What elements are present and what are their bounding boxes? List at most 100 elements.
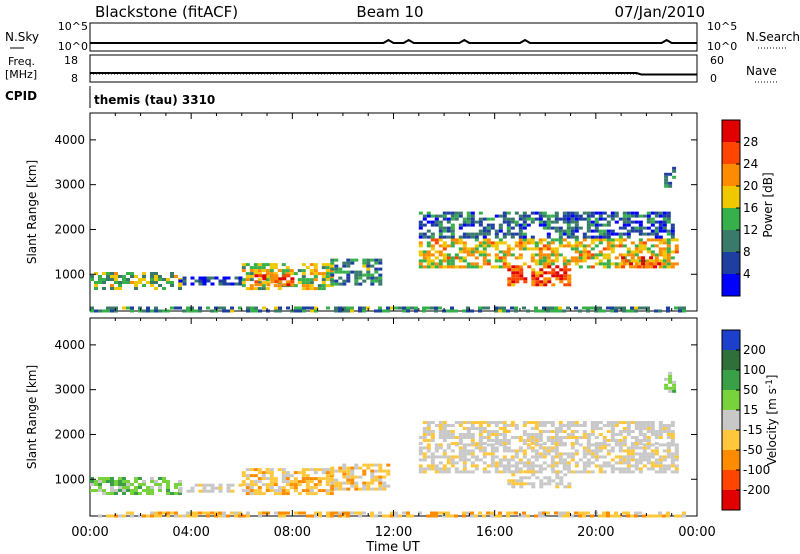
power-cell — [254, 280, 259, 284]
power-cell — [582, 256, 587, 260]
power-cell — [90, 278, 94, 281]
velocity-cell — [574, 424, 579, 427]
power-cell — [602, 232, 607, 236]
velocity-cell — [470, 439, 475, 442]
velocity-cell — [650, 424, 655, 427]
power-cell — [494, 229, 499, 233]
velocity-cell — [674, 443, 679, 447]
power-cell — [438, 238, 443, 242]
velocity-cell — [370, 463, 375, 467]
power-cell — [138, 278, 142, 281]
power-cell — [506, 217, 511, 221]
power-cell — [142, 284, 146, 287]
station-title: Blackstone (fitACF) — [95, 3, 238, 21]
power-cell — [450, 256, 455, 260]
velocity-cell — [426, 514, 430, 518]
velocity-cell — [138, 492, 142, 495]
power-cell — [534, 259, 539, 263]
power-cell — [466, 217, 471, 221]
velocity-cell — [630, 442, 635, 445]
power-cell — [321, 266, 326, 270]
velocity-cell — [474, 421, 479, 424]
velocity-cell — [418, 436, 423, 439]
velocity-cell — [466, 452, 471, 456]
velocity-cell — [269, 477, 274, 481]
power-cell — [642, 241, 647, 245]
power-cell — [301, 275, 306, 279]
velocity-cell — [570, 452, 575, 456]
velocity-cell — [522, 430, 527, 433]
velocity-cell — [531, 485, 536, 489]
power-cell — [518, 256, 523, 260]
velocity-cell — [626, 458, 631, 462]
power-cell — [586, 217, 591, 221]
power-cell — [470, 211, 475, 215]
velocity-cell — [418, 452, 423, 456]
velocity-cell — [543, 476, 548, 480]
velocity-cell — [658, 458, 663, 462]
velocity-cell — [458, 436, 463, 439]
velocity-cell — [590, 421, 595, 424]
power-cell — [454, 309, 458, 313]
power-cell — [98, 278, 102, 281]
velocity-cell — [582, 467, 587, 471]
velocity-cell — [462, 449, 467, 453]
velocity-cell — [378, 484, 383, 488]
power-cell — [289, 269, 294, 273]
velocity-cell — [478, 424, 483, 427]
velocity-cell — [582, 514, 586, 518]
velocity-cell — [490, 433, 495, 436]
power-cell — [466, 309, 470, 313]
power-cell — [470, 220, 475, 224]
power-cell — [262, 277, 267, 281]
power-cell — [122, 306, 126, 310]
velocity-cell — [245, 468, 250, 472]
velocity-cell — [658, 421, 663, 424]
velocity-cell — [106, 492, 110, 495]
power-colorbar-tick-label: 4 — [743, 267, 751, 281]
velocity-cell — [458, 449, 463, 453]
power-cell — [309, 287, 314, 291]
velocity-cell — [551, 479, 556, 483]
power-cell — [286, 280, 291, 284]
power-cell — [478, 241, 483, 245]
power-cell — [606, 259, 611, 263]
power-cell — [570, 217, 575, 221]
power-cell — [482, 241, 487, 245]
power-cell — [90, 309, 94, 313]
power-cell — [438, 220, 443, 224]
velocity-cell — [285, 471, 290, 475]
velocity-cell — [618, 446, 623, 450]
velocity-cell — [466, 427, 471, 430]
power-cell — [338, 267, 343, 271]
power-cell — [462, 223, 467, 227]
power-cell — [574, 223, 579, 227]
velocity-cell — [539, 485, 544, 489]
velocity-cell — [313, 468, 318, 472]
power-cell — [539, 280, 544, 284]
power-cell — [494, 214, 499, 218]
power-cell — [162, 278, 166, 281]
velocity-cell — [462, 514, 466, 518]
velocity-cell — [486, 424, 491, 427]
velocity-cell — [666, 467, 671, 471]
velocity-cell — [550, 439, 555, 442]
power-cell — [342, 309, 346, 313]
velocity-cell — [658, 511, 662, 515]
velocity-cell — [650, 467, 655, 471]
power-cell — [566, 226, 571, 230]
velocity-cell — [466, 449, 471, 453]
velocity-cell — [309, 486, 314, 490]
velocity-cell — [670, 433, 675, 436]
velocity-cell — [666, 424, 671, 427]
velocity-cell — [618, 449, 623, 453]
velocity-cell — [559, 479, 564, 483]
power-cell — [378, 267, 383, 271]
power-cell — [582, 235, 587, 239]
power-cell — [586, 214, 591, 218]
power-cell — [110, 306, 114, 310]
velocity-region-4 — [418, 443, 679, 474]
power-cell — [555, 265, 560, 269]
power-cell — [442, 253, 447, 257]
velocity-cell — [330, 481, 335, 485]
